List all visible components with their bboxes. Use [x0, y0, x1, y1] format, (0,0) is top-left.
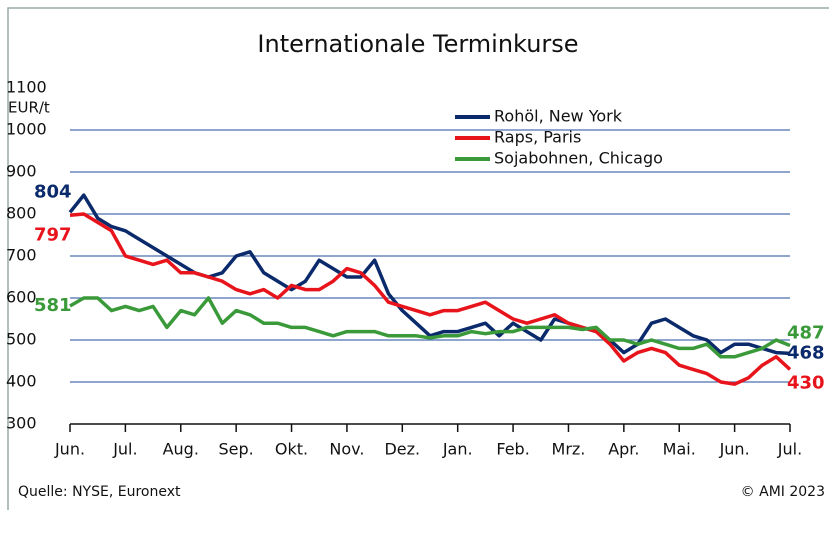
x-tick-label: Mrz. — [552, 440, 586, 459]
x-tick-label: Jun. — [54, 440, 85, 459]
chart-title: Internationale Terminkurse — [257, 30, 578, 58]
copyright: © AMI 2023 — [741, 484, 825, 500]
frame — [7, 7, 829, 510]
y-tick-label: 600 — [6, 288, 37, 307]
y-axis-label: EUR/t — [8, 99, 50, 117]
x-tick-label: Nov. — [329, 440, 364, 459]
x-tick-label: Apr. — [608, 440, 639, 459]
x-tick-label: Sep. — [219, 440, 254, 459]
end-label: 430 — [787, 372, 825, 393]
x-tick-label: Jul. — [777, 440, 802, 459]
y-tick-label: 400 — [6, 372, 37, 391]
x-tick-label: Dez. — [384, 440, 420, 459]
x-tick-label: Jan. — [442, 440, 473, 459]
legend-label: Rohöl, New York — [494, 107, 623, 126]
x-tick-label: Mai. — [663, 440, 696, 459]
series-line — [69, 296, 791, 359]
x-tick-label: Jul. — [112, 440, 137, 459]
x-tick-label: Feb. — [496, 440, 529, 459]
legend-label: Raps, Paris — [494, 128, 581, 147]
y-tick-label: 300 — [6, 414, 37, 433]
y-tick-label: 500 — [6, 330, 37, 349]
y-tick-label: 800 — [6, 204, 37, 223]
x-tick-label: Okt. — [275, 440, 308, 459]
y-tick-label: 700 — [6, 246, 37, 265]
end-label: 468 — [787, 342, 825, 363]
series-line — [69, 212, 792, 386]
y-tick-label: 900 — [6, 162, 37, 181]
source: Quelle: NYSE, Euronext — [18, 484, 181, 500]
start-label: 581 — [34, 295, 72, 316]
legend-label: Sojabohnen, Chicago — [494, 149, 663, 168]
y-tick-label: 1000 — [6, 120, 47, 139]
start-label: 797 — [34, 224, 72, 245]
start-label: 804 — [34, 181, 72, 202]
x-tick-label: Jun. — [719, 440, 750, 459]
x-tick-label: Aug. — [163, 440, 199, 459]
series-line — [68, 193, 791, 356]
y-tick-label: 1100 — [6, 78, 47, 97]
end-label: 487 — [787, 322, 825, 343]
